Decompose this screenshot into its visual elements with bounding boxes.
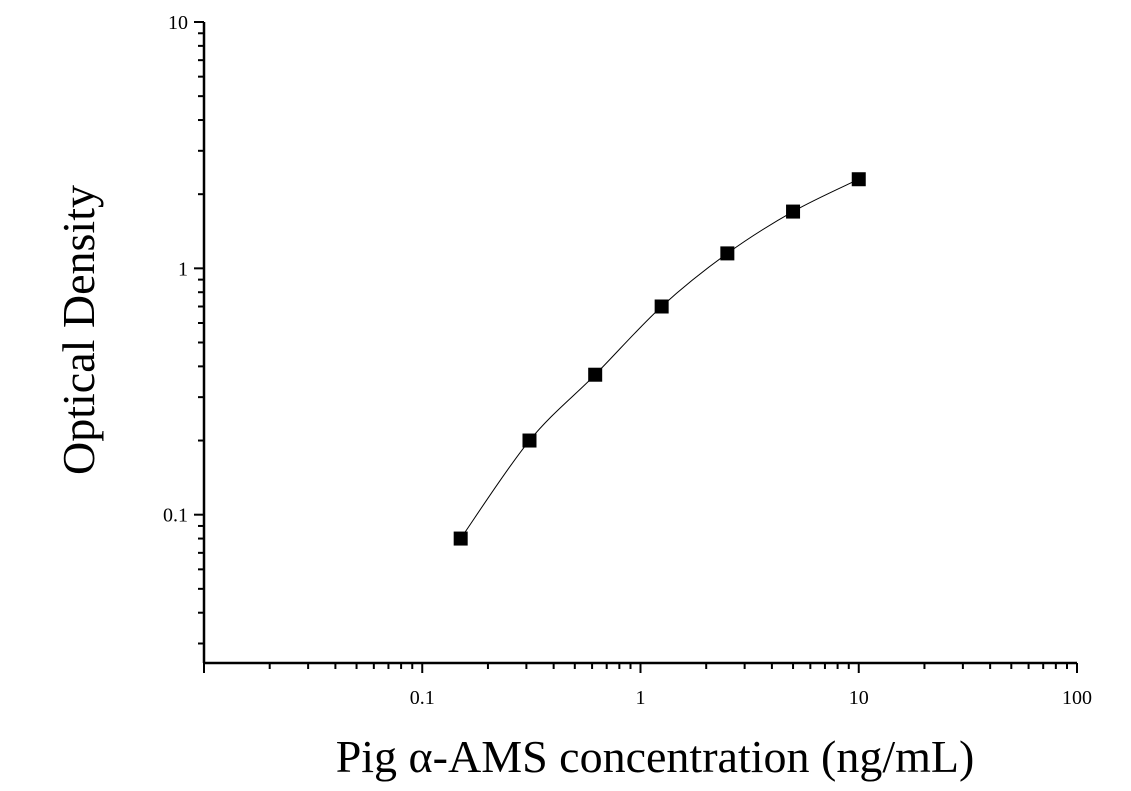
data-point-marker <box>786 204 801 219</box>
fit-curve <box>460 178 859 539</box>
data-point-marker <box>588 367 603 382</box>
data-point-marker <box>654 299 669 314</box>
data-point-marker <box>522 433 537 448</box>
data-point-marker <box>720 246 735 261</box>
data-point-marker <box>851 172 866 187</box>
y-tick-label: 0.1 <box>163 505 188 527</box>
x-axis-title: Pig α-AMS concentration (ng/mL) <box>336 731 975 782</box>
x-tick-label: 100 <box>1062 687 1092 709</box>
y-axis-title: Optical Density <box>53 185 104 475</box>
axis-ticks <box>194 21 1078 673</box>
x-tick-label: 0.1 <box>410 687 435 709</box>
data-point-marker <box>453 531 468 546</box>
tick-labels: 0.1 1 10 100 0.1 1 10 <box>163 12 1092 709</box>
y-tick-label: 10 <box>168 12 188 34</box>
data-markers <box>453 172 866 546</box>
x-tick-label: 10 <box>849 687 869 709</box>
y-tick-label: 1 <box>178 258 188 280</box>
x-tick-label: 1 <box>636 687 646 709</box>
